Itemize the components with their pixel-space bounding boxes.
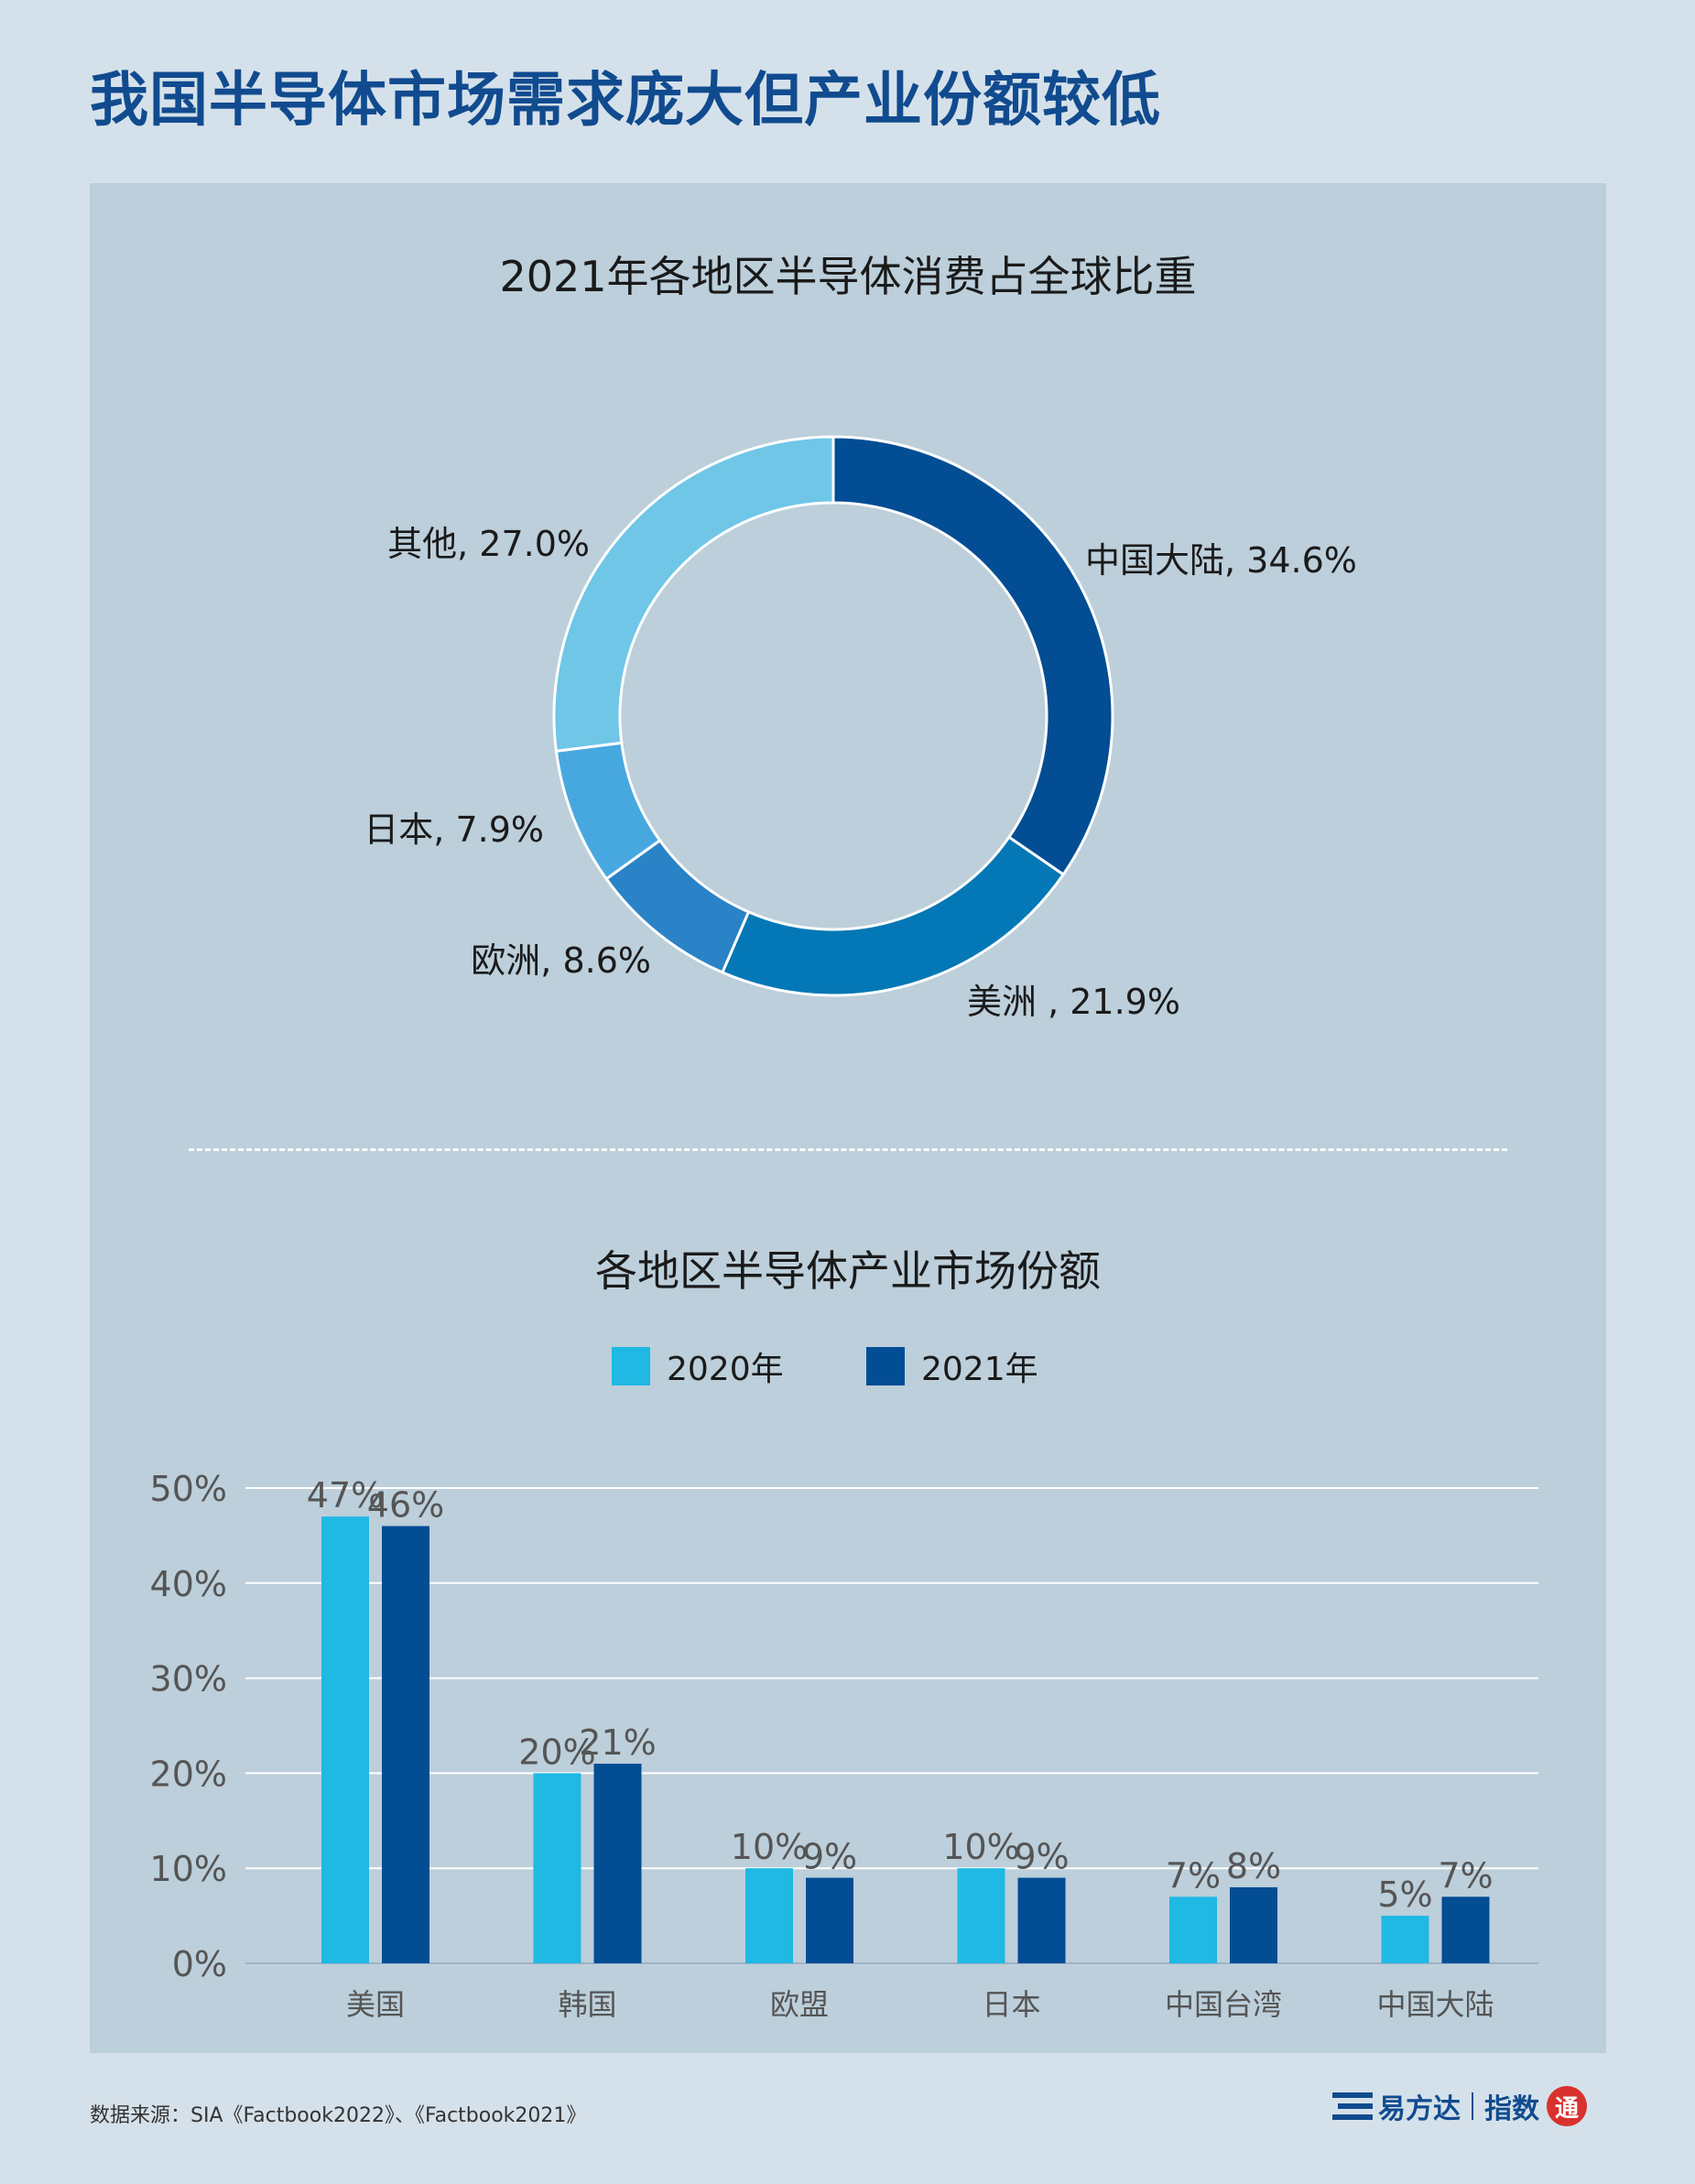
bar — [593, 1764, 642, 1963]
bar-value-label: 21% — [579, 1722, 656, 1763]
brand-index-label: 指数 — [1484, 2093, 1539, 2125]
y-tick-label: 40% — [150, 1564, 227, 1604]
donut-slice-label: 美洲 , 21.9% — [967, 982, 1180, 1022]
bar-value-label: 46% — [367, 1485, 444, 1526]
legend-item-2021: 2021年 — [866, 1346, 1038, 1388]
bar — [533, 1773, 581, 1963]
x-tick-label: 中国台湾 — [1165, 1987, 1282, 2022]
bar-value-label: 10% — [731, 1827, 808, 1867]
bar — [1169, 1896, 1217, 1963]
bar — [321, 1516, 369, 1963]
bar-value-label: 10% — [942, 1827, 1019, 1867]
page-title: 我国半导体市场需求庞大但产业份额较低 — [90, 67, 1161, 135]
bar-value-label: 8% — [1226, 1846, 1281, 1886]
bar-value-label: 5% — [1377, 1874, 1432, 1915]
x-tick-label: 欧盟 — [770, 1987, 829, 2022]
y-tick-label: 10% — [150, 1849, 227, 1889]
bar — [382, 1526, 429, 1963]
bar-value-label: 7% — [1166, 1855, 1221, 1896]
x-tick-label: 日本 — [982, 1987, 1040, 2022]
bar — [1017, 1877, 1066, 1963]
bar — [745, 1868, 793, 1963]
donut-slice-label: 其他, 27.0% — [387, 524, 590, 564]
y-tick-label: 0% — [172, 1944, 227, 1984]
donut-slice-label: 欧洲, 8.6% — [471, 940, 651, 981]
x-tick-label: 韩国 — [558, 1987, 616, 2022]
bar-value-label: 9% — [1014, 1837, 1069, 1877]
bar-chart-title: 各地区半导体产业市场份额 — [595, 1246, 1101, 1296]
bar-value-label: 20% — [518, 1732, 595, 1772]
bar-chart: 0%10%20%30%40%50% 47%46%美国20%21%韩国10%9%欧盟… — [150, 1469, 1538, 2022]
legend-label-2020: 2020年 — [667, 1351, 784, 1388]
bar — [1441, 1896, 1490, 1963]
y-tick-label: 20% — [150, 1754, 227, 1794]
legend-swatch-2020 — [612, 1347, 650, 1385]
brand-separator — [1472, 2092, 1473, 2120]
bar — [957, 1868, 1005, 1963]
bar-value-label: 7% — [1438, 1855, 1493, 1896]
y-tick-label: 30% — [150, 1659, 227, 1700]
bar-value-label: 47% — [307, 1475, 384, 1516]
donut-slice — [552, 435, 835, 753]
section-divider — [189, 1148, 1507, 1151]
brand-seal-icon: 通 — [1547, 2086, 1587, 2126]
y-tick-label: 50% — [150, 1469, 227, 1509]
donut-chart: 中国大陆, 34.6% 美洲 , 21.9% 欧洲, 8.6% 日本, 7.9% 其他,… — [364, 435, 1357, 1022]
bar-value-label: 9% — [802, 1837, 857, 1877]
x-tick-label: 美国 — [346, 1987, 405, 2022]
legend-swatch-2021 — [866, 1347, 905, 1385]
donut-chart-title: 2021年各地区半导体消费占全球比重 — [499, 252, 1197, 301]
chart-panel: 2021年各地区半导体消费占全球比重 中国大陆, 34.6% 美洲 , 21.9%… — [90, 183, 1606, 2053]
bar — [1230, 1886, 1277, 1963]
bar — [1381, 1916, 1429, 1963]
bar — [806, 1877, 853, 1963]
legend-label-2021: 2021年 — [921, 1351, 1038, 1388]
brand-logo: 易方达 指数 通 — [1332, 2086, 1587, 2126]
brand-name: 易方达 — [1378, 2093, 1461, 2125]
donut-slice — [831, 435, 1114, 877]
donut-slice-label: 日本, 7.9% — [364, 809, 544, 850]
legend-item-2020: 2020年 — [612, 1346, 784, 1388]
donut-slice-label: 中国大陆, 34.6% — [1085, 540, 1357, 581]
x-tick-label: 中国大陆 — [1376, 1987, 1494, 2022]
source-note: 数据来源：SIA《Factbook2022》、《Factbook2021》 — [90, 2104, 587, 2127]
brand-mark-icon — [1332, 2092, 1373, 2120]
